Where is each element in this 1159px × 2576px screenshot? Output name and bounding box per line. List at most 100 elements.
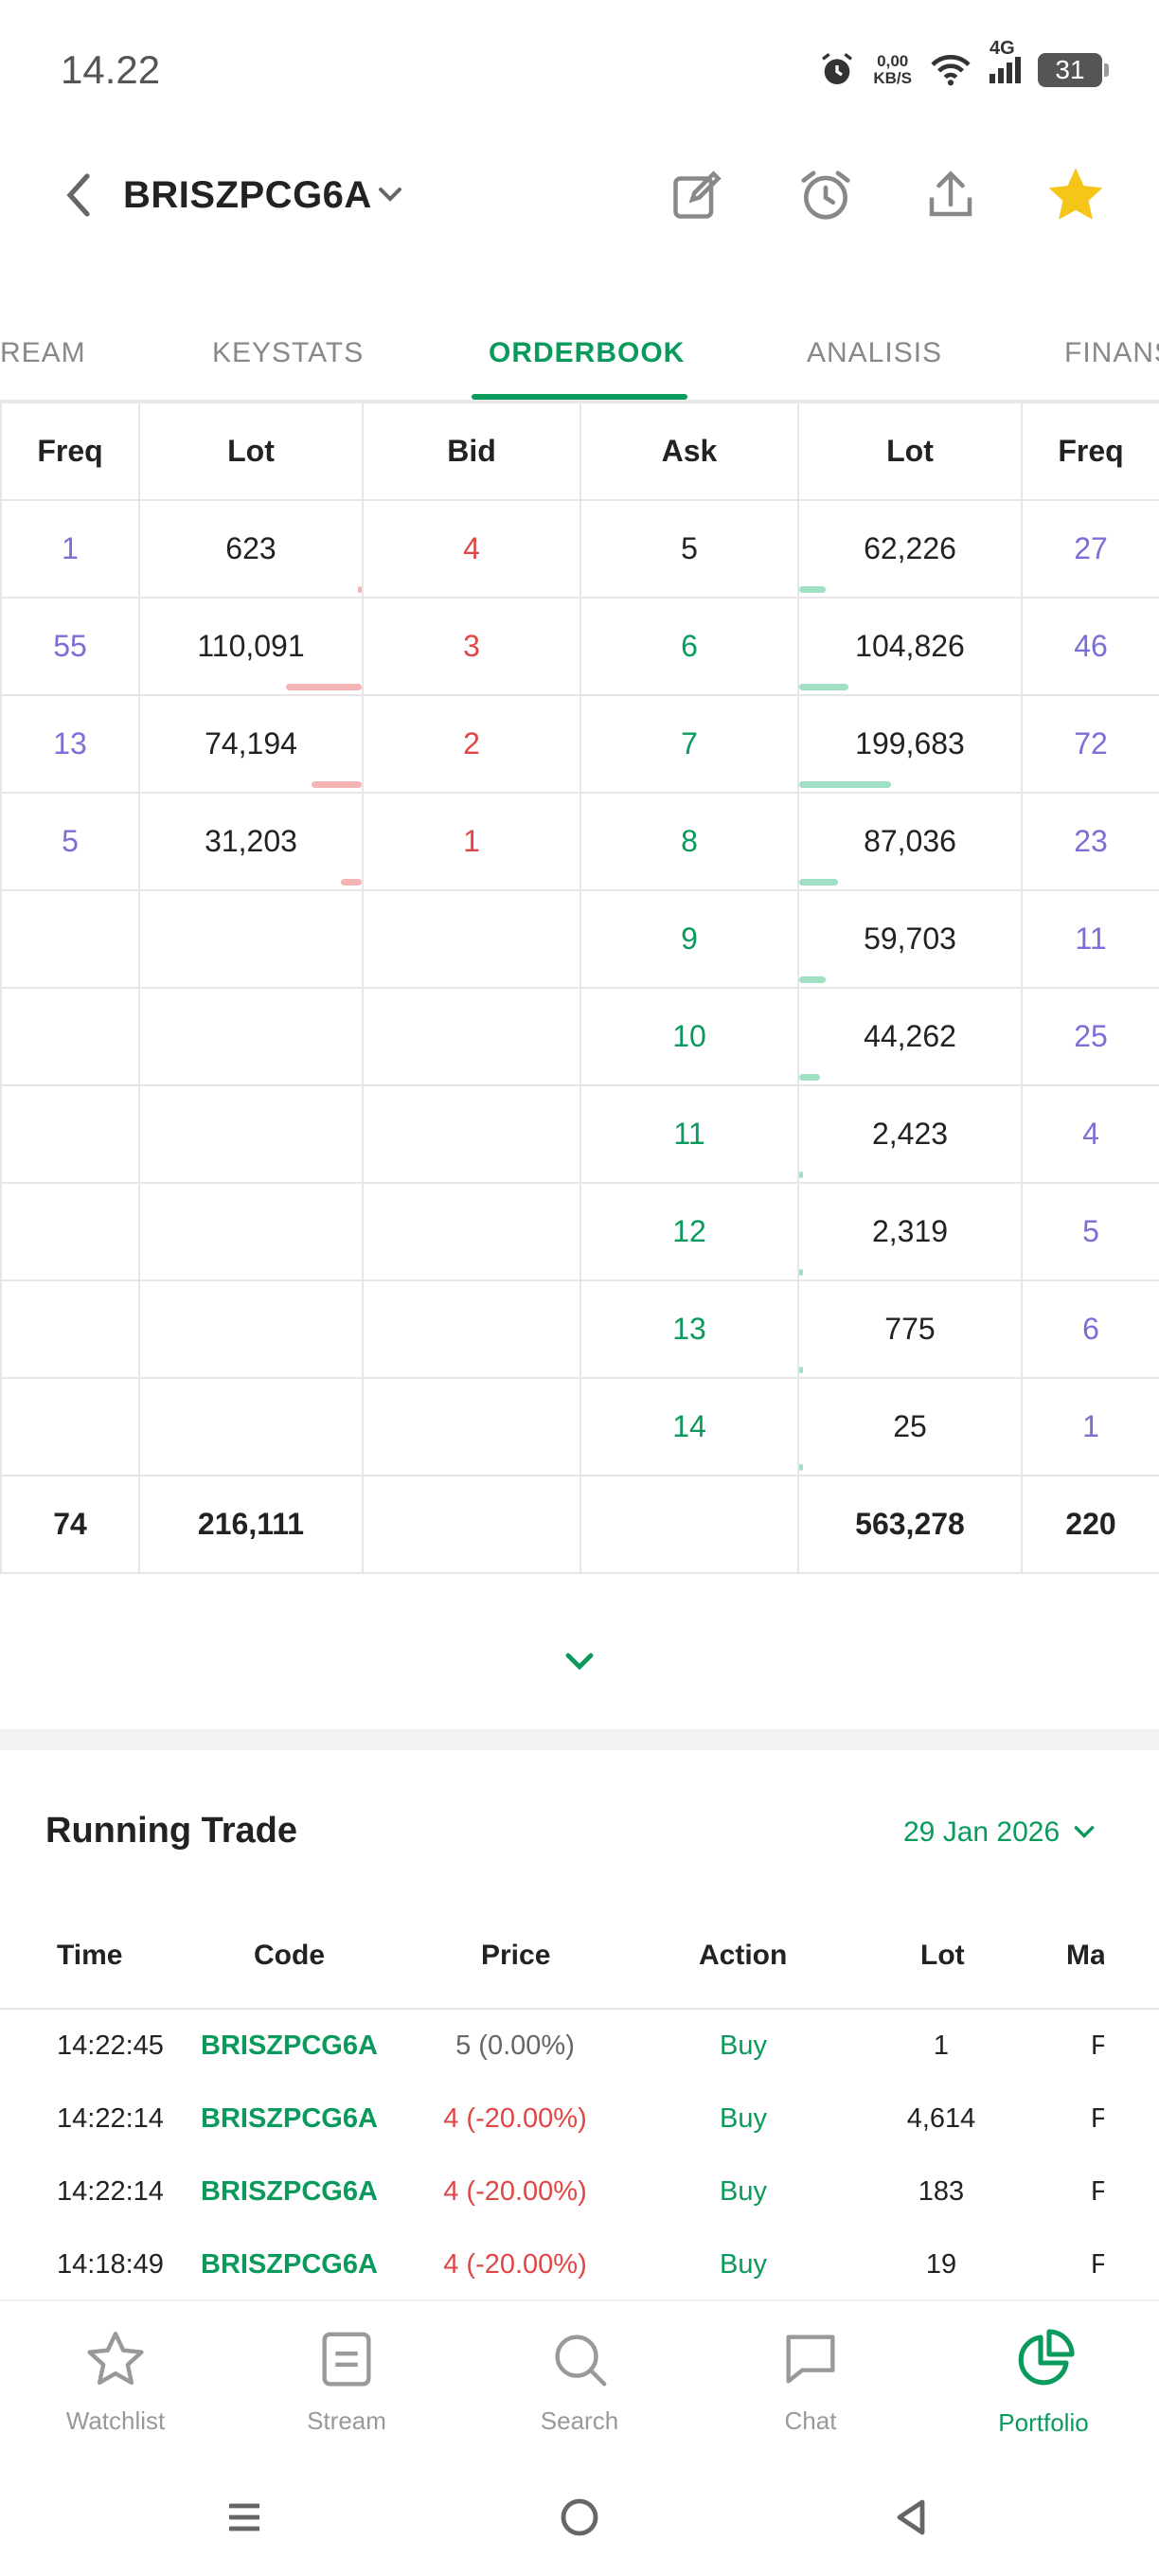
nav-stream[interactable]: Stream <box>271 2326 422 2436</box>
bid-price-cell[interactable] <box>362 1377 581 1476</box>
ask-price-cell-value: 11 <box>673 1117 705 1151</box>
edit-button[interactable] <box>663 161 731 229</box>
ask-price-cell[interactable]: 9 <box>580 889 799 989</box>
ask-price-cell[interactable]: 7 <box>580 694 799 794</box>
ask-lot-cell-value: 44,262 <box>864 1019 956 1053</box>
orderbook-row: 11 2,423 4 <box>0 1084 1159 1184</box>
ask-freq-cell-value: 11 <box>1075 921 1107 956</box>
ask-freq-cell-value: 4 <box>1082 1117 1099 1151</box>
bid-lot-cell-value: 74,194 <box>205 726 297 760</box>
bid-price-cell-value: 2 <box>463 726 480 760</box>
ask-freq-cell-value: 1 <box>1082 1409 1099 1443</box>
bid-price-cell[interactable]: 3 <box>362 597 581 696</box>
bid-price-cell-value: 4 <box>463 531 480 565</box>
rt-action: Buy <box>720 2103 767 2134</box>
stock-code-title[interactable]: BRISZPCG6A <box>123 174 372 216</box>
ask-price-cell[interactable]: 12 <box>580 1182 799 1281</box>
running-trade-date-picker[interactable]: 29 Jan 2026 <box>903 1816 1096 1849</box>
home-icon[interactable] <box>559 2496 600 2543</box>
bid-freq-cell-value: 13 <box>53 726 87 760</box>
ask-freq-cell: 5 <box>1021 1182 1159 1281</box>
header-bid-freq: Freq <box>0 402 140 501</box>
tab-stream[interactable]: REAM <box>0 337 86 368</box>
ask-price-cell[interactable]: 14 <box>580 1377 799 1476</box>
bid-price-cell[interactable] <box>362 987 581 1086</box>
bid-freq-cell-value: 5 <box>62 824 79 858</box>
ask-price-cell[interactable]: 8 <box>580 792 799 891</box>
ask-depth-bar <box>799 1074 821 1081</box>
total-ask-lot: 563,278 <box>797 1475 1023 1574</box>
rt-code[interactable]: BRISZPCG6A <box>201 2103 378 2134</box>
tab-finansial[interactable]: FINANS <box>1064 337 1159 368</box>
battery-indicator: 31 <box>1038 53 1109 87</box>
ask-price-cell-value: 12 <box>672 1214 706 1248</box>
wifi-icon <box>931 55 971 86</box>
ask-price-cell[interactable]: 10 <box>580 987 799 1086</box>
tab-orderbook[interactable]: ORDERBOOK <box>489 337 686 368</box>
status-icons: 0,00 KB/S 4G 31 <box>818 38 1109 89</box>
chevron-down-icon[interactable] <box>377 186 403 209</box>
ask-depth-bar <box>799 1269 803 1276</box>
rt-code[interactable]: BRISZPCG6A <box>201 2030 378 2061</box>
ask-freq-cell-value: 72 <box>1074 726 1108 760</box>
chevron-down-icon <box>1074 1826 1095 1838</box>
rt-header-lot: Lot <box>920 1940 965 1971</box>
edit-icon <box>673 170 722 219</box>
orderbook-row: 1 623 4 5 62,226 27 <box>0 499 1159 599</box>
nav-watchlist[interactable]: Watchlist <box>40 2326 191 2436</box>
bid-price-cell[interactable] <box>362 1182 581 1281</box>
recents-icon[interactable] <box>223 2496 265 2543</box>
system-nav-bar <box>0 2462 1159 2576</box>
bid-lot-cell <box>138 1084 364 1184</box>
favorite-button[interactable] <box>1042 161 1110 229</box>
search-icon <box>555 2334 607 2387</box>
orderbook-header-row: Freq Lot Bid Ask Lot Freq <box>0 402 1159 501</box>
rt-code[interactable]: BRISZPCG6A <box>201 2249 378 2280</box>
ask-lot-cell-value: 2,423 <box>871 1117 949 1151</box>
stream-icon <box>322 2332 371 2387</box>
total-bid-empty <box>362 1475 581 1574</box>
ask-depth-bar <box>799 1172 803 1178</box>
tab-keystats[interactable]: KEYSTATS <box>212 337 365 368</box>
rt-market: F <box>1091 2103 1104 2134</box>
tab-analisis[interactable]: ANALISIS <box>807 337 943 368</box>
bid-price-cell[interactable] <box>362 1084 581 1184</box>
bid-lot-cell-value: 31,203 <box>205 824 297 858</box>
ask-freq-cell: 27 <box>1021 499 1159 599</box>
ask-price-cell[interactable]: 5 <box>580 499 799 599</box>
bid-freq-cell <box>0 1084 140 1184</box>
ask-price-cell[interactable]: 6 <box>580 597 799 696</box>
alert-button[interactable] <box>792 161 860 229</box>
bid-price-cell[interactable]: 1 <box>362 792 581 891</box>
nav-chat[interactable]: Chat <box>735 2326 886 2436</box>
ask-lot-cell-value: 62,226 <box>864 531 956 565</box>
share-button[interactable] <box>917 161 985 229</box>
back-button[interactable] <box>45 161 114 229</box>
header-bid-lot: Lot <box>138 402 364 501</box>
header-ask-freq: Freq <box>1021 402 1159 501</box>
bid-freq-cell <box>0 987 140 1086</box>
ask-price-cell[interactable]: 13 <box>580 1279 799 1379</box>
bid-price-cell[interactable]: 4 <box>362 499 581 599</box>
rt-header-code: Code <box>254 1940 325 1971</box>
bid-depth-bar <box>358 586 362 593</box>
back-nav-icon[interactable] <box>890 2496 932 2543</box>
rt-code[interactable]: BRISZPCG6A <box>201 2176 378 2207</box>
ask-lot-cell: 25 <box>797 1377 1023 1476</box>
bid-lot-cell: 74,194 <box>138 694 364 794</box>
bid-price-cell[interactable]: 2 <box>362 694 581 794</box>
nav-search[interactable]: Search <box>504 2326 655 2436</box>
rt-lot: 1 <box>933 2030 950 2061</box>
ask-price-cell-value: 5 <box>681 531 698 565</box>
expand-orderbook-button[interactable] <box>561 1642 598 1680</box>
bottom-navigation <box>0 2299 1159 2462</box>
ask-price-cell-value: 6 <box>681 629 698 663</box>
ask-price-cell[interactable]: 11 <box>580 1084 799 1184</box>
header-ask-lot: Lot <box>797 402 1023 501</box>
bid-price-cell[interactable] <box>362 1279 581 1379</box>
rt-lot: 183 <box>918 2176 965 2207</box>
bid-price-cell[interactable] <box>362 889 581 989</box>
nav-portfolio[interactable]: Portfolio <box>968 2326 1119 2438</box>
ask-price-cell-value: 7 <box>681 726 698 760</box>
bid-lot-cell-value: 623 <box>225 531 276 565</box>
